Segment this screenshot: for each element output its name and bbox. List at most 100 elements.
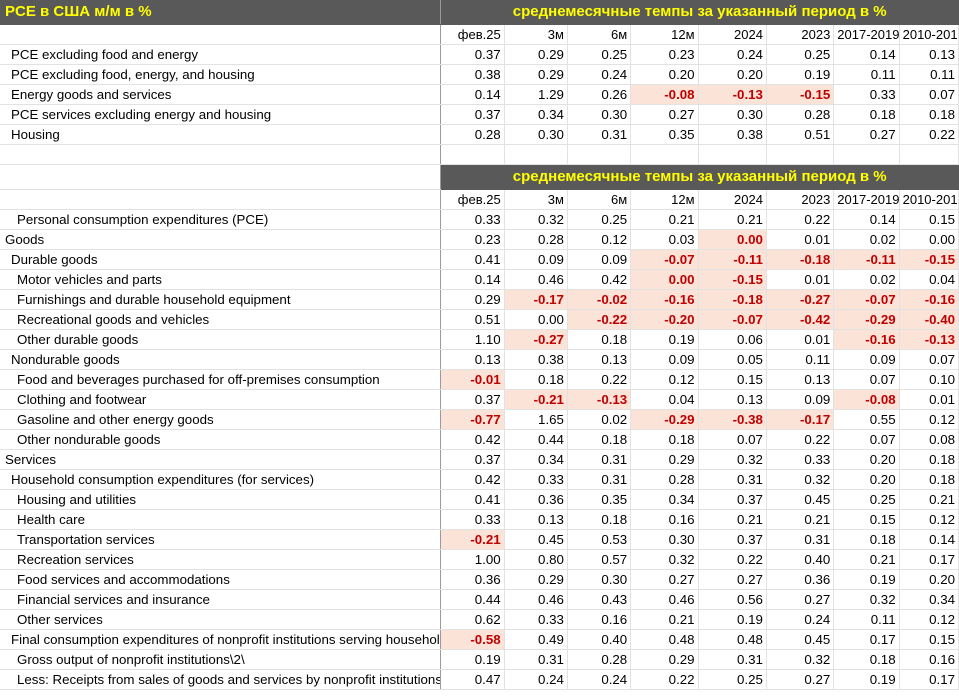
value-cell[interactable]: -0.11: [698, 249, 767, 270]
value-cell[interactable]: 0.21: [899, 489, 959, 510]
value-cell[interactable]: 0.15: [833, 509, 900, 530]
row-label[interactable]: Food and beverages purchased for off-pre…: [0, 369, 442, 390]
value-cell[interactable]: 0.12: [899, 609, 959, 630]
value-cell[interactable]: -0.20: [630, 309, 699, 330]
value-cell[interactable]: 0.43: [567, 589, 632, 610]
value-cell[interactable]: 0.31: [567, 469, 632, 490]
value-cell[interactable]: 0.27: [766, 589, 835, 610]
column-header-6[interactable]: 2017-2019: [833, 189, 900, 210]
row-label[interactable]: Motor vehicles and parts: [0, 269, 442, 290]
value-cell[interactable]: 0.29: [630, 449, 699, 470]
value-cell[interactable]: -0.15: [766, 84, 835, 105]
value-cell[interactable]: 0.37: [440, 44, 505, 65]
period-banner-2[interactable]: среднемесячные темпы за указанный период…: [440, 164, 959, 190]
row-label[interactable]: Personal consumption expenditures (PCE): [0, 209, 442, 230]
value-cell[interactable]: 0.33: [833, 84, 900, 105]
value-cell[interactable]: 0.25: [567, 44, 632, 65]
empty-cell[interactable]: [504, 144, 568, 165]
value-cell[interactable]: 0.15: [899, 629, 959, 650]
value-cell[interactable]: 0.18: [567, 509, 632, 530]
column-header-5[interactable]: 2023: [766, 24, 835, 45]
value-cell[interactable]: 0.30: [698, 104, 767, 125]
value-cell[interactable]: 0.49: [504, 629, 568, 650]
value-cell[interactable]: 0.12: [567, 229, 632, 250]
value-cell[interactable]: 0.37: [440, 104, 505, 125]
value-cell[interactable]: 0.09: [766, 389, 835, 410]
value-cell[interactable]: 0.38: [440, 64, 505, 85]
value-cell[interactable]: 0.18: [833, 104, 900, 125]
value-cell[interactable]: 0.24: [567, 64, 632, 85]
value-cell[interactable]: -0.27: [766, 289, 835, 310]
value-cell[interactable]: 0.48: [698, 629, 767, 650]
value-cell[interactable]: 0.21: [698, 509, 767, 530]
value-cell[interactable]: 0.17: [833, 629, 900, 650]
value-cell[interactable]: 0.22: [766, 209, 835, 230]
value-cell[interactable]: 0.45: [504, 529, 568, 550]
value-cell[interactable]: 0.17: [899, 669, 959, 690]
empty-cell[interactable]: [0, 144, 442, 165]
value-cell[interactable]: 0.25: [833, 489, 900, 510]
value-cell[interactable]: 0.08: [899, 429, 959, 450]
value-cell[interactable]: -0.07: [833, 289, 900, 310]
value-cell[interactable]: 0.33: [504, 609, 568, 630]
value-cell[interactable]: 0.32: [766, 649, 835, 670]
value-cell[interactable]: 0.14: [899, 529, 959, 550]
value-cell[interactable]: 0.15: [698, 369, 767, 390]
value-cell[interactable]: 0.62: [440, 609, 505, 630]
column-header-4[interactable]: 2024: [698, 24, 767, 45]
column-header-6[interactable]: 2017-2019: [833, 24, 900, 45]
value-cell[interactable]: 0.18: [567, 329, 632, 350]
value-cell[interactable]: -0.17: [766, 409, 835, 430]
value-cell[interactable]: 0.32: [630, 549, 699, 570]
sheet-title[interactable]: PCE в США м/м в %: [0, 0, 442, 25]
value-cell[interactable]: 0.29: [504, 44, 568, 65]
value-cell[interactable]: 0.33: [440, 509, 505, 530]
value-cell[interactable]: 0.38: [698, 124, 767, 145]
value-cell[interactable]: 0.31: [504, 649, 568, 670]
row-label[interactable]: Less: Receipts from sales of goods and s…: [0, 669, 442, 690]
value-cell[interactable]: 0.18: [899, 104, 959, 125]
value-cell[interactable]: 0.17: [899, 549, 959, 570]
value-cell[interactable]: -0.38: [698, 409, 767, 430]
value-cell[interactable]: 0.02: [833, 269, 900, 290]
value-cell[interactable]: 0.33: [440, 209, 505, 230]
value-cell[interactable]: 0.13: [698, 389, 767, 410]
row-label[interactable]: Services: [0, 449, 442, 470]
value-cell[interactable]: 0.29: [504, 569, 568, 590]
row-label[interactable]: Other services: [0, 609, 442, 630]
value-cell[interactable]: 0.11: [766, 349, 835, 370]
value-cell[interactable]: 0.25: [766, 44, 835, 65]
value-cell[interactable]: 0.20: [899, 569, 959, 590]
value-cell[interactable]: 0.24: [766, 609, 835, 630]
value-cell[interactable]: 0.21: [833, 549, 900, 570]
value-cell[interactable]: -0.16: [899, 289, 959, 310]
blank-cell[interactable]: [0, 164, 442, 190]
value-cell[interactable]: 0.19: [833, 569, 900, 590]
value-cell[interactable]: 0.25: [698, 669, 767, 690]
value-cell[interactable]: 0.09: [833, 349, 900, 370]
value-cell[interactable]: -0.15: [698, 269, 767, 290]
value-cell[interactable]: 0.24: [567, 669, 632, 690]
value-cell[interactable]: 0.56: [698, 589, 767, 610]
value-cell[interactable]: 0.31: [766, 529, 835, 550]
value-cell[interactable]: 0.32: [766, 469, 835, 490]
value-cell[interactable]: 0.45: [766, 489, 835, 510]
value-cell[interactable]: -0.02: [567, 289, 632, 310]
value-cell[interactable]: 0.14: [440, 84, 505, 105]
value-cell[interactable]: 0.31: [698, 469, 767, 490]
value-cell[interactable]: 0.18: [504, 369, 568, 390]
value-cell[interactable]: 0.28: [440, 124, 505, 145]
value-cell[interactable]: 0.13: [440, 349, 505, 370]
value-cell[interactable]: -0.16: [630, 289, 699, 310]
value-cell[interactable]: 0.13: [766, 369, 835, 390]
value-cell[interactable]: 0.51: [766, 124, 835, 145]
value-cell[interactable]: 0.22: [630, 669, 699, 690]
value-cell[interactable]: 0.25: [567, 209, 632, 230]
value-cell[interactable]: 0.18: [567, 429, 632, 450]
value-cell[interactable]: 0.37: [698, 489, 767, 510]
row-label[interactable]: PCE services excluding energy and housin…: [0, 104, 442, 125]
value-cell[interactable]: 0.37: [440, 389, 505, 410]
value-cell[interactable]: 0.57: [567, 549, 632, 570]
value-cell[interactable]: 0.20: [833, 469, 900, 490]
value-cell[interactable]: 1.10: [440, 329, 505, 350]
